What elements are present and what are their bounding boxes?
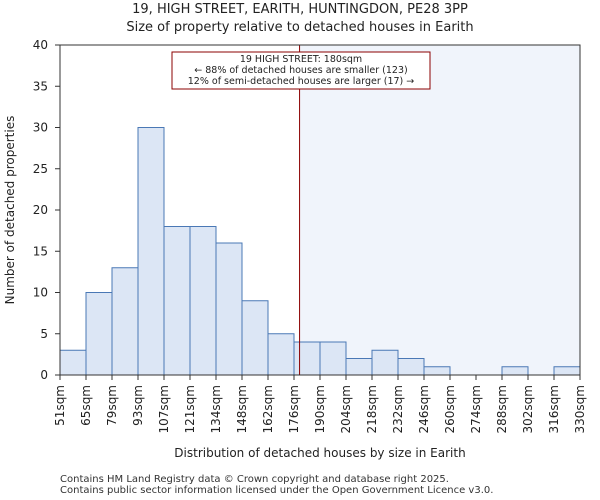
histogram-bar — [371, 349, 399, 376]
y-tick-label: 20 — [33, 203, 48, 217]
histogram-bar — [111, 267, 139, 376]
annotation-line-1: 19 HIGH STREET: 180sqm — [240, 54, 362, 65]
histogram-bar — [85, 292, 113, 376]
highlight-region — [299, 45, 580, 375]
y-axis-label: Number of detached properties — [3, 116, 17, 305]
y-tick-label: 0 — [40, 368, 48, 382]
chart-subtitle: Size of property relative to detached ho… — [126, 20, 474, 35]
annotation-line-3: 12% of semi-detached houses are larger (… — [188, 76, 415, 87]
histogram-bar — [319, 341, 347, 376]
y-tick-label: 5 — [40, 327, 48, 341]
x-tick-label: 204sqm — [339, 385, 353, 433]
y-tick-label: 35 — [33, 79, 48, 93]
footer-licence: Contains public sector information licen… — [60, 485, 494, 496]
x-tick-label: 218sqm — [365, 385, 379, 433]
x-tick-label: 260sqm — [443, 385, 457, 433]
chart-title: 19, HIGH STREET, EARITH, HUNTINGDON, PE2… — [132, 2, 468, 17]
histogram-bar — [397, 358, 425, 376]
y-tick-label: 15 — [33, 244, 48, 258]
histogram-bar — [267, 333, 295, 376]
x-tick-label: 176sqm — [287, 385, 301, 433]
histogram-bar — [137, 127, 165, 376]
histogram-bar — [59, 349, 87, 376]
histogram-bar — [189, 226, 217, 376]
x-axis-label: Distribution of detached houses by size … — [174, 446, 465, 460]
x-tick-label: 93sqm — [131, 385, 145, 426]
annotation-box: 19 HIGH STREET: 180sqm ← 88% of detached… — [171, 51, 431, 90]
annotation-line-2: ← 88% of detached houses are smaller (12… — [194, 65, 407, 76]
y-tick-label: 30 — [33, 121, 48, 135]
histogram-bar — [163, 226, 191, 376]
x-tick-label: 162sqm — [261, 385, 275, 433]
y-tick-label: 25 — [33, 162, 48, 176]
x-tick-label: 232sqm — [391, 385, 405, 433]
plot-frame — [59, 44, 581, 376]
y-tick-label: 10 — [33, 286, 48, 300]
x-tick-label: 121sqm — [183, 385, 197, 433]
histogram-chart: 0 5 10 15 20 25 30 35 40 51sqm 65sqm 79sqm 93sqm 107… — [3, 38, 587, 460]
x-tick-label: 302sqm — [521, 385, 535, 433]
y-tick-label: 40 — [33, 38, 48, 52]
histogram-bar — [241, 300, 269, 376]
histogram-bar — [215, 242, 243, 376]
x-tick-label: 148sqm — [235, 385, 249, 433]
x-tick-label: 134sqm — [209, 385, 223, 433]
histogram-bar — [345, 358, 373, 376]
histogram-bar — [501, 366, 529, 376]
x-tick-label: 107sqm — [157, 385, 171, 433]
x-tick-label: 79sqm — [105, 385, 119, 426]
histogram-bar — [553, 366, 581, 376]
x-tick-label: 288sqm — [495, 385, 509, 433]
x-tick-label: 246sqm — [417, 385, 431, 433]
histogram-bar — [423, 366, 451, 376]
x-tick-label: 316sqm — [547, 385, 561, 433]
x-tick-label: 51sqm — [53, 385, 67, 426]
footer-copyright: Contains HM Land Registry data © Crown c… — [60, 474, 449, 485]
x-tick-label: 190sqm — [313, 385, 327, 433]
histogram-bar — [293, 341, 321, 376]
x-tick-label: 330sqm — [573, 385, 587, 433]
x-tick-label: 65sqm — [79, 385, 93, 426]
x-tick-label: 274sqm — [469, 385, 483, 433]
